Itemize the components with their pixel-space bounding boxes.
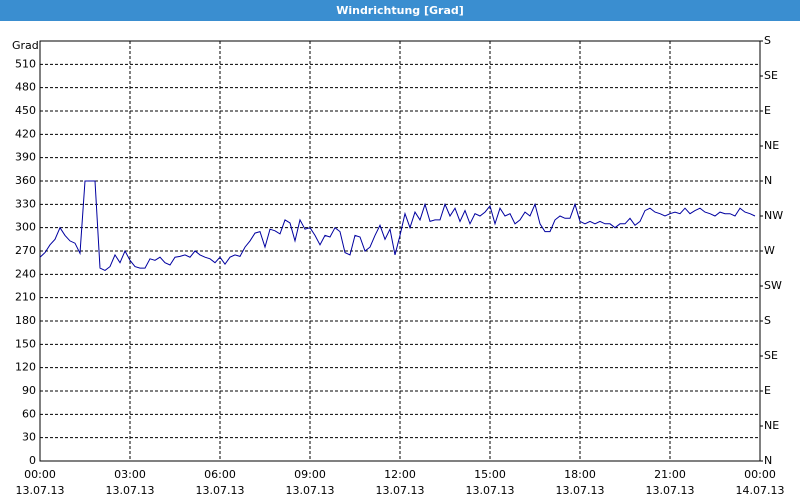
y-tick-label: 90 <box>22 384 36 397</box>
y2-tick-label: N <box>764 174 772 187</box>
x-tick-label: 03:00 <box>114 468 146 481</box>
x-tick-date: 13.07.13 <box>556 484 605 497</box>
x-tick-label: 00:00 <box>24 468 56 481</box>
y-tick-label: 150 <box>15 337 36 350</box>
x-tick-label: 12:00 <box>384 468 416 481</box>
y-tick-label: 300 <box>15 221 36 234</box>
chart-title: Windrichtung [Grad] <box>336 4 464 17</box>
y2-tick-label: E <box>764 384 771 397</box>
y-tick-label: 510 <box>15 57 36 70</box>
y-tick-label: 330 <box>15 197 36 210</box>
y-tick-label: 360 <box>15 174 36 187</box>
y2-tick-label: E <box>764 104 771 117</box>
x-tick-label: 00:00 <box>744 468 776 481</box>
y2-tick-label: W <box>764 244 775 257</box>
y2-tick-label: N <box>764 454 772 467</box>
y-tick-label: 420 <box>15 127 36 140</box>
x-tick-date: 13.07.13 <box>466 484 515 497</box>
y2-tick-label: SW <box>764 279 782 292</box>
y2-tick-label: SE <box>764 69 778 82</box>
y-tick-label: 120 <box>15 361 36 374</box>
x-tick-date: 13.07.13 <box>376 484 425 497</box>
y2-tick-label: NE <box>764 419 779 432</box>
x-tick-date: 13.07.13 <box>16 484 65 497</box>
x-tick-label: 15:00 <box>474 468 506 481</box>
y-axis-label: Grad <box>12 39 39 52</box>
y2-tick-label: NW <box>764 209 783 222</box>
y-tick-label: 30 <box>22 431 36 444</box>
y-tick-label: 180 <box>15 314 36 327</box>
y2-tick-label: S <box>764 314 771 327</box>
y-tick-label: 390 <box>15 151 36 164</box>
y-tick-label: 240 <box>15 267 36 280</box>
y-tick-label: 0 <box>29 454 36 467</box>
x-tick-label: 21:00 <box>654 468 686 481</box>
y-tick-label: 210 <box>15 291 36 304</box>
title-bar <box>0 0 800 21</box>
y-tick-label: 270 <box>15 244 36 257</box>
x-tick-date: 13.07.13 <box>106 484 155 497</box>
y2-tick-label: NE <box>764 139 779 152</box>
x-tick-label: 18:00 <box>564 468 596 481</box>
x-tick-label: 09:00 <box>294 468 326 481</box>
x-tick-date: 13.07.13 <box>286 484 335 497</box>
plot-frame <box>39 40 761 462</box>
x-tick-date: 14.07.13 <box>736 484 785 497</box>
y-tick-label: 450 <box>15 104 36 117</box>
y-tick-label: 60 <box>22 407 36 420</box>
y-tick-label: 480 <box>15 81 36 94</box>
y2-tick-label: SE <box>764 349 778 362</box>
data-line <box>39 180 756 271</box>
x-tick-date: 13.07.13 <box>646 484 695 497</box>
y2-tick-label: S <box>764 34 771 47</box>
x-tick-date: 13.07.13 <box>196 484 245 497</box>
x-tick-label: 06:00 <box>204 468 236 481</box>
